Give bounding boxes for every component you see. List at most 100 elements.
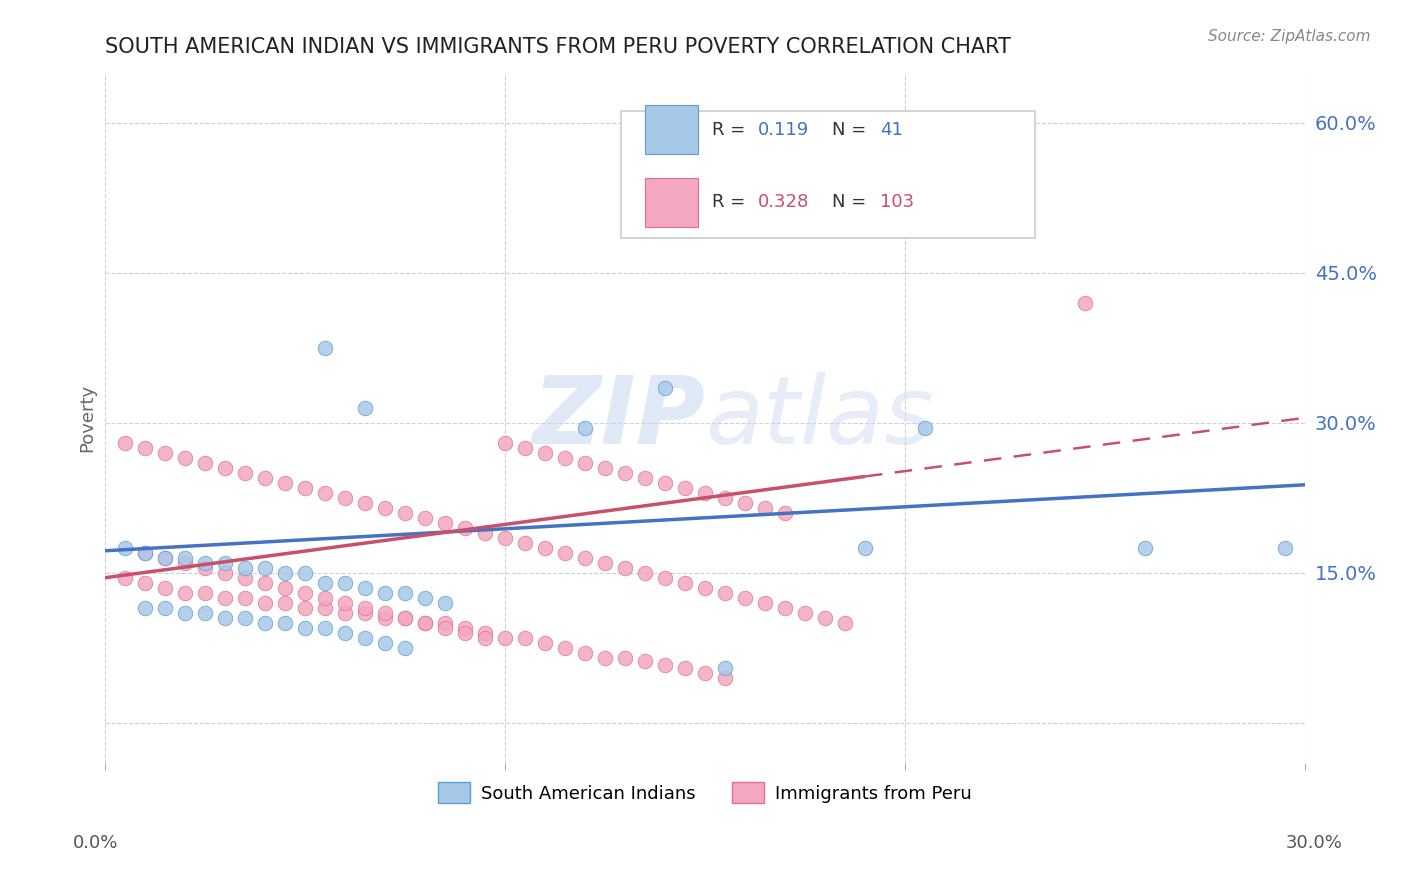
- Point: [513, 536, 536, 550]
- Point: [333, 575, 356, 590]
- Text: ZIP: ZIP: [531, 372, 704, 464]
- Point: [273, 581, 295, 595]
- Point: [654, 571, 676, 585]
- Point: [494, 531, 516, 545]
- Point: [353, 631, 375, 645]
- Point: [173, 450, 195, 465]
- Point: [574, 456, 596, 470]
- Point: [153, 550, 176, 565]
- Point: [714, 661, 737, 675]
- Point: [613, 650, 636, 665]
- Point: [194, 586, 217, 600]
- Point: [673, 575, 696, 590]
- Point: [534, 446, 557, 460]
- FancyBboxPatch shape: [645, 105, 697, 154]
- Point: [1133, 541, 1156, 555]
- Point: [294, 586, 316, 600]
- Point: [654, 475, 676, 490]
- Point: [474, 525, 496, 540]
- Point: [374, 500, 396, 515]
- Point: [134, 575, 156, 590]
- Point: [134, 546, 156, 560]
- Point: [1274, 541, 1296, 555]
- Point: [773, 600, 796, 615]
- Point: [433, 621, 456, 635]
- Point: [353, 496, 375, 510]
- Point: [534, 541, 557, 555]
- Text: SOUTH AMERICAN INDIAN VS IMMIGRANTS FROM PERU POVERTY CORRELATION CHART: SOUTH AMERICAN INDIAN VS IMMIGRANTS FROM…: [104, 37, 1011, 57]
- Point: [634, 654, 657, 668]
- Point: [714, 671, 737, 685]
- Point: [333, 625, 356, 640]
- Point: [214, 611, 236, 625]
- Point: [173, 606, 195, 620]
- Point: [233, 611, 256, 625]
- Legend: South American Indians, Immigrants from Peru: South American Indians, Immigrants from …: [430, 775, 979, 810]
- Point: [214, 591, 236, 605]
- Point: [394, 611, 416, 625]
- Point: [433, 615, 456, 630]
- Point: [214, 566, 236, 580]
- FancyBboxPatch shape: [621, 111, 1035, 238]
- Point: [194, 556, 217, 570]
- Point: [574, 421, 596, 435]
- Text: 41: 41: [880, 120, 903, 138]
- Point: [734, 496, 756, 510]
- Point: [153, 550, 176, 565]
- Point: [314, 600, 336, 615]
- Point: [413, 510, 436, 524]
- Point: [593, 650, 616, 665]
- Point: [693, 665, 716, 680]
- Point: [634, 130, 657, 145]
- Point: [314, 591, 336, 605]
- Point: [613, 466, 636, 480]
- Point: [294, 621, 316, 635]
- Point: [693, 485, 716, 500]
- Point: [634, 566, 657, 580]
- Point: [294, 566, 316, 580]
- Point: [1074, 295, 1097, 310]
- Point: [173, 586, 195, 600]
- Point: [314, 575, 336, 590]
- Point: [433, 596, 456, 610]
- Point: [353, 606, 375, 620]
- Point: [114, 435, 136, 450]
- Point: [153, 446, 176, 460]
- Point: [333, 491, 356, 505]
- Point: [194, 606, 217, 620]
- Point: [253, 615, 276, 630]
- Point: [353, 581, 375, 595]
- Point: [654, 381, 676, 395]
- Point: [574, 646, 596, 660]
- Text: 0.119: 0.119: [758, 120, 808, 138]
- Point: [454, 521, 477, 535]
- Point: [333, 606, 356, 620]
- Point: [554, 546, 576, 560]
- Text: R =: R =: [711, 194, 751, 211]
- Point: [134, 546, 156, 560]
- Point: [433, 516, 456, 530]
- Point: [374, 636, 396, 650]
- Point: [494, 631, 516, 645]
- Point: [853, 541, 876, 555]
- Point: [273, 475, 295, 490]
- Point: [814, 611, 837, 625]
- Point: [253, 575, 276, 590]
- Text: N =: N =: [832, 120, 872, 138]
- Point: [773, 506, 796, 520]
- Y-axis label: Poverty: Poverty: [79, 384, 96, 452]
- Point: [554, 640, 576, 655]
- Point: [494, 435, 516, 450]
- Text: atlas: atlas: [704, 372, 934, 463]
- Point: [413, 615, 436, 630]
- Point: [593, 556, 616, 570]
- Point: [194, 561, 217, 575]
- Point: [754, 596, 776, 610]
- Text: 0.0%: 0.0%: [73, 834, 118, 852]
- Point: [114, 571, 136, 585]
- Point: [153, 581, 176, 595]
- Point: [413, 591, 436, 605]
- Point: [214, 556, 236, 570]
- Point: [153, 600, 176, 615]
- Point: [273, 566, 295, 580]
